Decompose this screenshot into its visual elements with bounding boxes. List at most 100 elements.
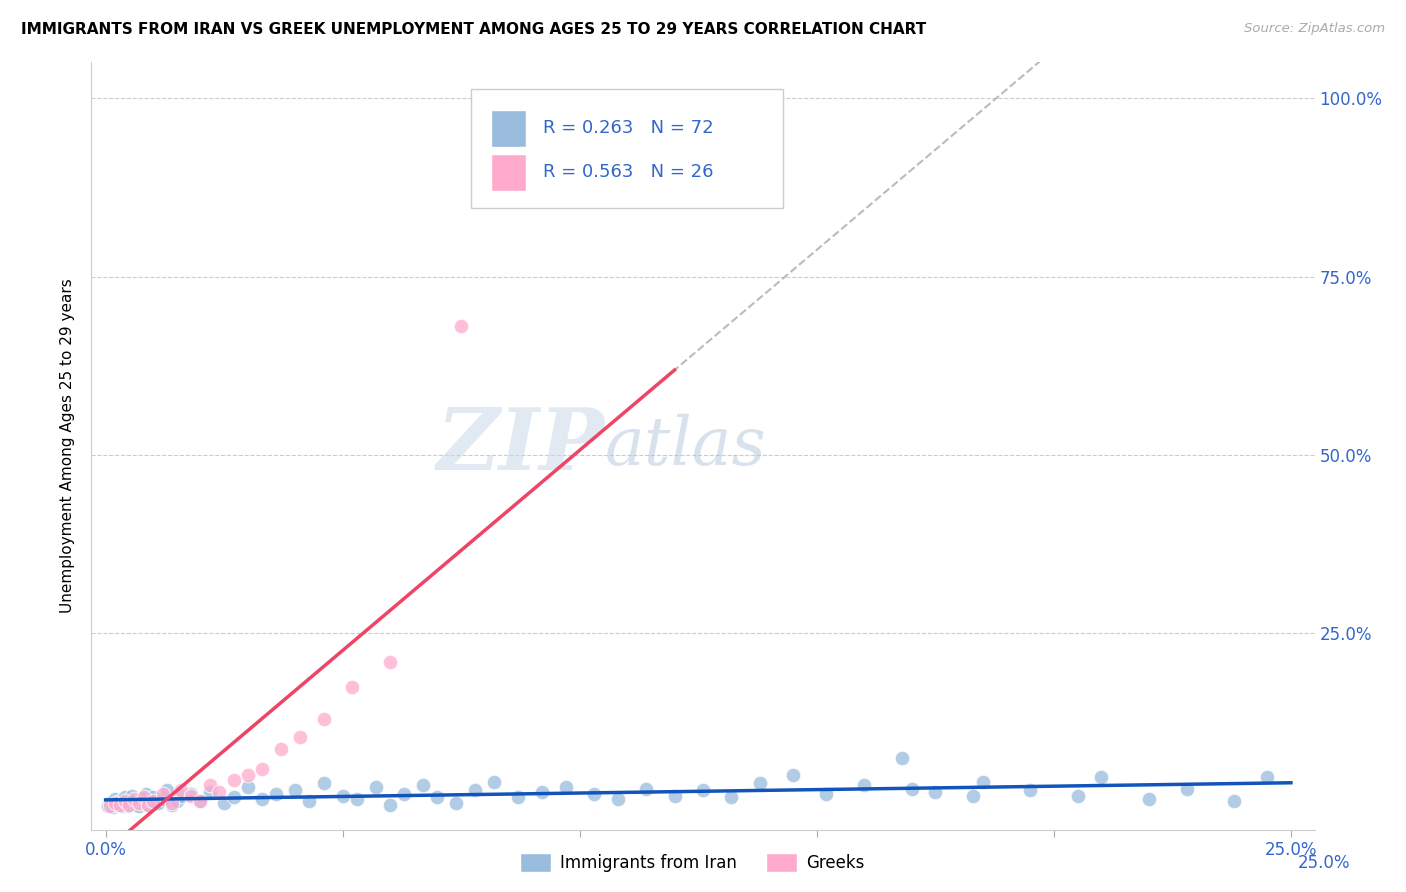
Point — [114, 794, 136, 808]
Point — [136, 797, 159, 812]
Point — [1019, 783, 1042, 797]
Point — [118, 797, 141, 812]
Point — [132, 790, 155, 805]
Point — [1066, 789, 1088, 803]
Point — [312, 776, 335, 790]
Point — [108, 797, 131, 812]
Text: 25.0%: 25.0% — [1298, 854, 1350, 871]
Point — [924, 785, 946, 799]
Text: atlas: atlas — [605, 413, 766, 479]
Point — [782, 767, 804, 781]
Point — [135, 787, 157, 801]
Point — [125, 797, 148, 812]
Point — [104, 792, 127, 806]
Point — [142, 790, 165, 805]
Bar — [491, 153, 526, 191]
Point — [266, 787, 288, 801]
Point — [198, 785, 221, 799]
Point — [160, 797, 183, 812]
Point — [1256, 771, 1278, 785]
Point — [108, 794, 131, 808]
Point — [426, 790, 449, 805]
Point — [464, 783, 486, 797]
Point — [891, 751, 914, 765]
Text: R = 0.563   N = 26: R = 0.563 N = 26 — [543, 163, 713, 181]
Point — [815, 787, 838, 801]
Point — [160, 796, 183, 810]
Point — [132, 796, 155, 810]
Point — [312, 712, 335, 726]
Point — [114, 790, 136, 805]
Point — [530, 785, 553, 799]
Point — [236, 767, 259, 781]
Point — [636, 781, 658, 796]
Bar — [491, 110, 526, 147]
Text: Greeks: Greeks — [806, 854, 865, 871]
Point — [111, 799, 134, 814]
Point — [484, 774, 506, 789]
Point — [1223, 794, 1246, 808]
Point — [853, 778, 876, 792]
Point — [446, 796, 468, 810]
Text: Source: ZipAtlas.com: Source: ZipAtlas.com — [1244, 22, 1385, 36]
Point — [250, 792, 273, 806]
Point — [190, 794, 212, 808]
Point — [208, 785, 231, 799]
Point — [122, 794, 145, 808]
Point — [1137, 792, 1160, 806]
Point — [378, 655, 401, 669]
Point — [554, 780, 576, 794]
Point — [506, 790, 529, 805]
Point — [1090, 771, 1112, 785]
Point — [166, 794, 188, 808]
Point — [142, 794, 165, 808]
Point — [98, 799, 121, 814]
Point — [107, 797, 129, 812]
Point — [582, 787, 605, 801]
Point — [122, 792, 145, 806]
Point — [190, 794, 212, 808]
Point — [236, 780, 259, 794]
Point — [180, 787, 202, 801]
Point — [720, 790, 742, 805]
Point — [346, 792, 368, 806]
Point — [284, 783, 307, 797]
Point — [128, 796, 150, 810]
Point — [450, 319, 472, 334]
Point — [298, 794, 321, 808]
Point — [212, 796, 235, 810]
Y-axis label: Unemployment Among Ages 25 to 29 years: Unemployment Among Ages 25 to 29 years — [60, 278, 76, 614]
Point — [115, 796, 138, 810]
Point — [288, 730, 311, 744]
Point — [394, 787, 416, 801]
Point — [972, 774, 994, 789]
Point — [364, 780, 387, 794]
Point — [692, 783, 714, 797]
Point — [98, 796, 121, 810]
Point — [270, 742, 292, 756]
Point — [121, 789, 143, 803]
Point — [170, 783, 193, 797]
Point — [664, 789, 686, 803]
Point — [156, 783, 179, 797]
Point — [250, 762, 273, 776]
Point — [1175, 781, 1198, 796]
Point — [97, 799, 120, 814]
Point — [340, 680, 363, 694]
Point — [412, 778, 434, 792]
Point — [198, 778, 221, 792]
Point — [222, 772, 245, 787]
Point — [152, 792, 174, 806]
Text: ZIP: ZIP — [437, 404, 605, 488]
Point — [378, 797, 401, 812]
Point — [180, 789, 202, 803]
Point — [900, 781, 922, 796]
Point — [128, 799, 150, 814]
Text: R = 0.263   N = 72: R = 0.263 N = 72 — [543, 120, 713, 137]
Point — [139, 794, 162, 808]
Point — [118, 799, 141, 814]
Point — [170, 789, 193, 803]
Text: IMMIGRANTS FROM IRAN VS GREEK UNEMPLOYMENT AMONG AGES 25 TO 29 YEARS CORRELATION: IMMIGRANTS FROM IRAN VS GREEK UNEMPLOYME… — [21, 22, 927, 37]
Point — [962, 789, 984, 803]
Point — [332, 789, 354, 803]
